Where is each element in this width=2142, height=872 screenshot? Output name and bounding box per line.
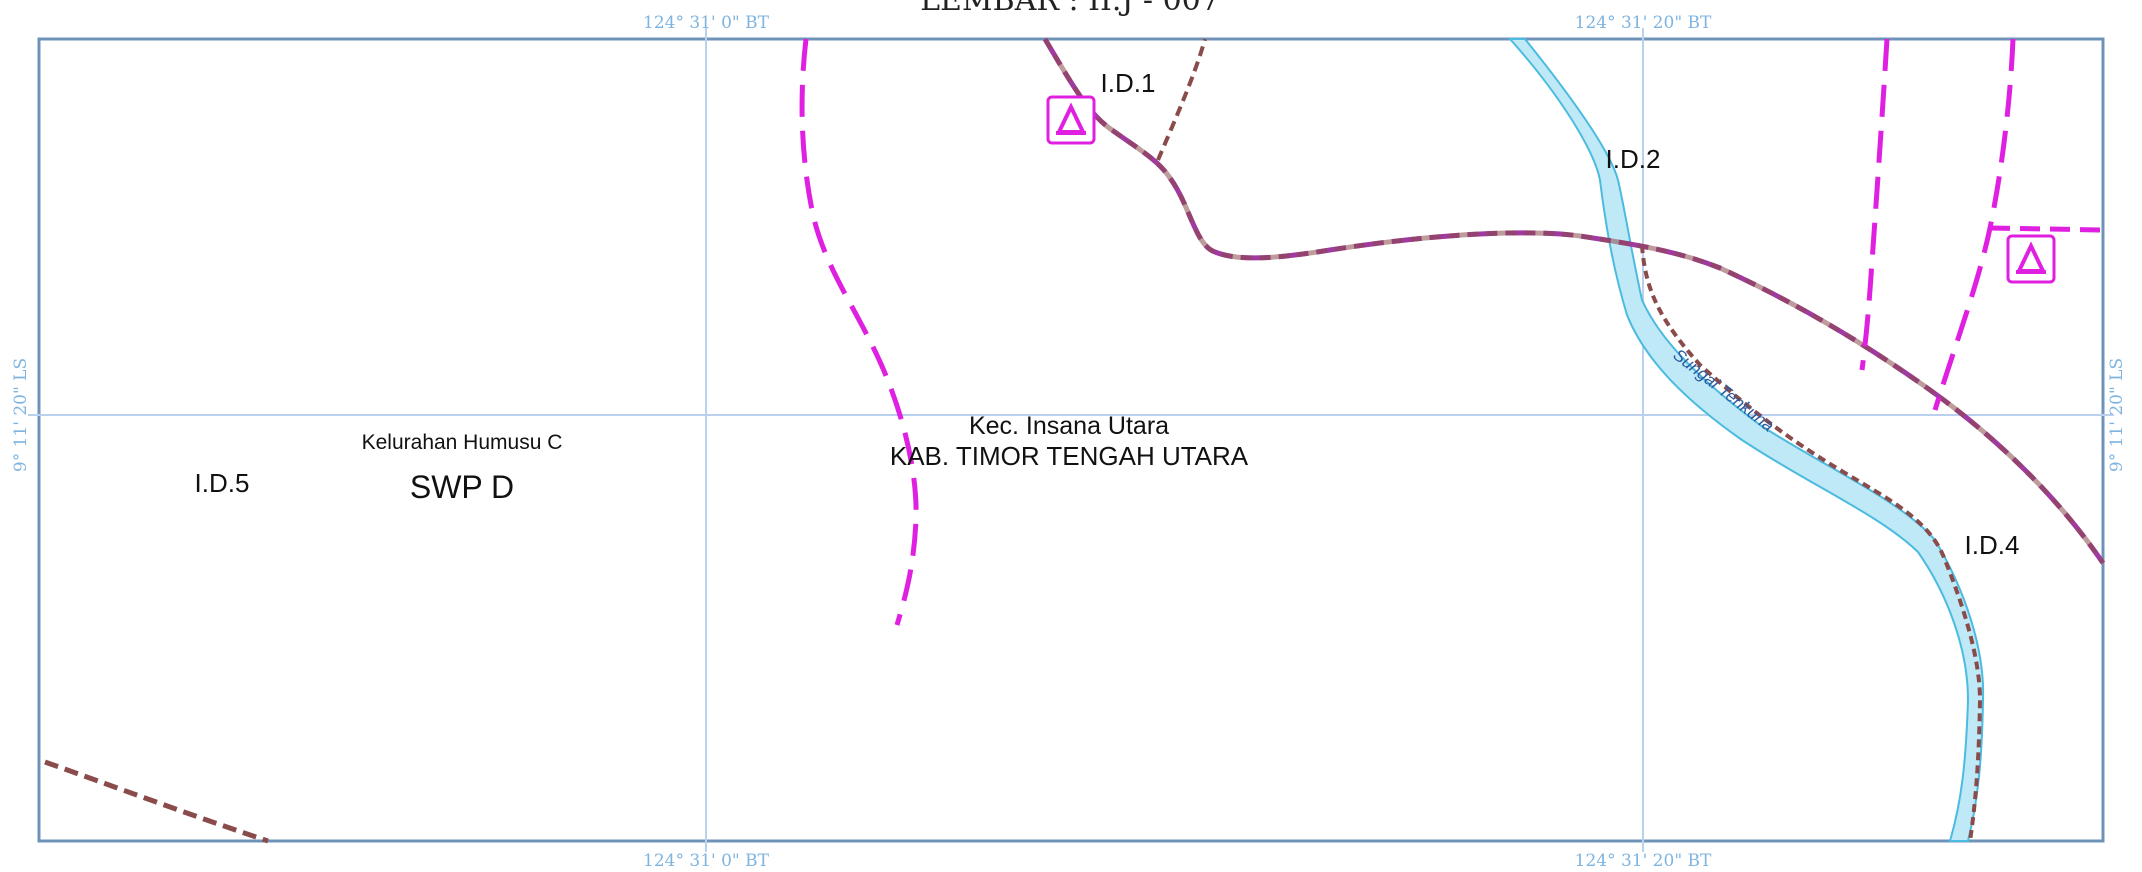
coord-right-side: 9° 11' 20" LS bbox=[2107, 358, 2127, 472]
campsite-icon bbox=[1046, 95, 1096, 145]
kecamatan-label: Kec. Insana Utara bbox=[969, 412, 1169, 440]
block-label-id2: I.D.2 bbox=[1606, 144, 1661, 174]
road-branch-north bbox=[1156, 38, 1207, 161]
block-label-id4: I.D.4 bbox=[1965, 530, 2020, 560]
map-frame bbox=[37, 37, 2105, 843]
sheet-title: LEMBAR : II.J - 007 bbox=[920, 0, 1220, 18]
coord-top-left: 124° 31' 0" BT bbox=[643, 13, 770, 33]
block-label-id5: I.D.5 bbox=[195, 468, 250, 498]
campsite-icon bbox=[2006, 234, 2056, 284]
block-label-id1: I.D.1 bbox=[1101, 68, 1156, 98]
boundary-west bbox=[799, 38, 919, 626]
road-main bbox=[1042, 37, 2106, 565]
river-sungai bbox=[1507, 38, 1985, 842]
boundary-east-spur bbox=[1989, 225, 2104, 233]
coord-top-right: 124° 31' 20" BT bbox=[1575, 13, 1712, 33]
road-southwest bbox=[44, 759, 269, 844]
coord-bottom-right: 124° 31' 20" BT bbox=[1575, 851, 1712, 871]
coord-bottom-left: 124° 31' 0" BT bbox=[643, 851, 770, 871]
boundary-east-1 bbox=[1859, 38, 1890, 371]
kelurahan-label: Kelurahan Humusu C bbox=[362, 431, 563, 454]
kabupaten-label: KAB. TIMOR TENGAH UTARA bbox=[890, 441, 1249, 471]
swp-label: SWP D bbox=[410, 469, 514, 505]
road-main-overlay bbox=[1042, 37, 2106, 565]
road-riverside bbox=[1640, 244, 1983, 842]
coord-left-side: 9° 11' 20" LS bbox=[11, 358, 31, 472]
